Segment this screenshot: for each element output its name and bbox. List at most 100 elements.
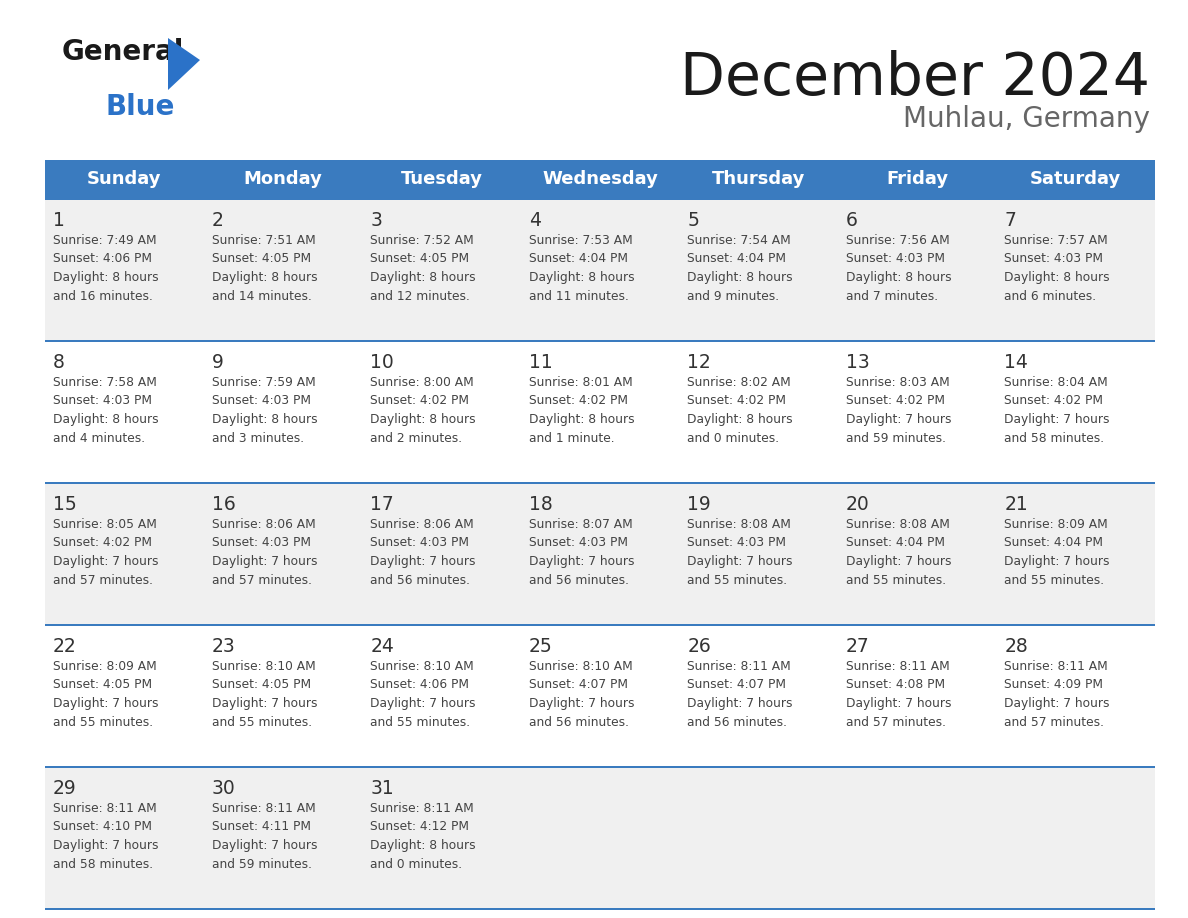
Text: and 0 minutes.: and 0 minutes. xyxy=(688,432,779,445)
Text: and 55 minutes.: and 55 minutes. xyxy=(211,717,311,730)
Text: Daylight: 8 hours: Daylight: 8 hours xyxy=(529,272,634,285)
Text: Sunrise: 7:58 AM: Sunrise: 7:58 AM xyxy=(53,375,157,388)
Text: and 55 minutes.: and 55 minutes. xyxy=(371,717,470,730)
Text: Daylight: 7 hours: Daylight: 7 hours xyxy=(53,555,158,568)
Text: Sunrise: 8:03 AM: Sunrise: 8:03 AM xyxy=(846,375,949,388)
Text: 11: 11 xyxy=(529,353,552,372)
Text: Sunrise: 8:09 AM: Sunrise: 8:09 AM xyxy=(53,659,157,673)
Text: Daylight: 7 hours: Daylight: 7 hours xyxy=(53,839,158,853)
Text: Sunset: 4:05 PM: Sunset: 4:05 PM xyxy=(53,678,152,691)
Text: Sunset: 4:02 PM: Sunset: 4:02 PM xyxy=(688,395,786,408)
Text: 8: 8 xyxy=(53,353,65,372)
Text: Daylight: 7 hours: Daylight: 7 hours xyxy=(211,555,317,568)
Text: Sunrise: 7:59 AM: Sunrise: 7:59 AM xyxy=(211,375,315,388)
Text: 22: 22 xyxy=(53,636,77,655)
Text: Sunset: 4:03 PM: Sunset: 4:03 PM xyxy=(371,536,469,550)
Text: Daylight: 7 hours: Daylight: 7 hours xyxy=(1004,698,1110,711)
Text: 25: 25 xyxy=(529,636,552,655)
Text: Daylight: 7 hours: Daylight: 7 hours xyxy=(371,555,475,568)
Text: Sunset: 4:09 PM: Sunset: 4:09 PM xyxy=(1004,678,1104,691)
Text: Sunrise: 8:10 AM: Sunrise: 8:10 AM xyxy=(211,659,315,673)
Text: Sunset: 4:04 PM: Sunset: 4:04 PM xyxy=(846,536,944,550)
Text: and 57 minutes.: and 57 minutes. xyxy=(1004,717,1105,730)
Text: Sunrise: 8:11 AM: Sunrise: 8:11 AM xyxy=(688,659,791,673)
Text: Sunset: 4:03 PM: Sunset: 4:03 PM xyxy=(53,395,152,408)
Text: Sunrise: 8:06 AM: Sunrise: 8:06 AM xyxy=(371,518,474,531)
Bar xyxy=(45,624,1155,626)
Text: 2: 2 xyxy=(211,210,223,230)
Text: 15: 15 xyxy=(53,495,77,513)
Text: 20: 20 xyxy=(846,495,870,513)
Text: and 1 minute.: and 1 minute. xyxy=(529,432,614,445)
Text: and 6 minutes.: and 6 minutes. xyxy=(1004,290,1097,304)
Text: 1: 1 xyxy=(53,210,65,230)
Text: and 57 minutes.: and 57 minutes. xyxy=(211,575,311,588)
Text: 13: 13 xyxy=(846,353,870,372)
Text: 5: 5 xyxy=(688,210,700,230)
Text: 3: 3 xyxy=(371,210,383,230)
Text: Sunset: 4:06 PM: Sunset: 4:06 PM xyxy=(371,678,469,691)
Bar xyxy=(45,160,1155,198)
Text: 28: 28 xyxy=(1004,636,1028,655)
Text: Sunset: 4:02 PM: Sunset: 4:02 PM xyxy=(846,395,944,408)
Text: Daylight: 8 hours: Daylight: 8 hours xyxy=(211,272,317,285)
Text: Sunset: 4:03 PM: Sunset: 4:03 PM xyxy=(211,395,310,408)
Text: and 57 minutes.: and 57 minutes. xyxy=(846,717,946,730)
Text: Daylight: 8 hours: Daylight: 8 hours xyxy=(371,272,475,285)
Text: and 3 minutes.: and 3 minutes. xyxy=(211,432,304,445)
Polygon shape xyxy=(168,38,200,90)
Text: Sunrise: 8:11 AM: Sunrise: 8:11 AM xyxy=(1004,659,1108,673)
Text: Sunrise: 7:56 AM: Sunrise: 7:56 AM xyxy=(846,233,949,247)
Text: Daylight: 7 hours: Daylight: 7 hours xyxy=(1004,555,1110,568)
Text: Sunset: 4:07 PM: Sunset: 4:07 PM xyxy=(688,678,786,691)
Text: Sunrise: 7:54 AM: Sunrise: 7:54 AM xyxy=(688,233,791,247)
Text: and 55 minutes.: and 55 minutes. xyxy=(53,717,153,730)
Text: Sunset: 4:02 PM: Sunset: 4:02 PM xyxy=(1004,395,1104,408)
Text: Sunset: 4:03 PM: Sunset: 4:03 PM xyxy=(688,536,786,550)
Text: and 16 minutes.: and 16 minutes. xyxy=(53,290,153,304)
Text: Monday: Monday xyxy=(244,170,322,188)
Text: Daylight: 8 hours: Daylight: 8 hours xyxy=(846,272,952,285)
Text: Sunset: 4:07 PM: Sunset: 4:07 PM xyxy=(529,678,627,691)
Text: Sunrise: 8:08 AM: Sunrise: 8:08 AM xyxy=(688,518,791,531)
Text: Sunrise: 7:52 AM: Sunrise: 7:52 AM xyxy=(371,233,474,247)
Text: Tuesday: Tuesday xyxy=(400,170,482,188)
Text: 21: 21 xyxy=(1004,495,1028,513)
Text: Sunset: 4:12 PM: Sunset: 4:12 PM xyxy=(371,821,469,834)
Text: 10: 10 xyxy=(371,353,394,372)
Text: Sunrise: 8:00 AM: Sunrise: 8:00 AM xyxy=(371,375,474,388)
Text: Sunset: 4:05 PM: Sunset: 4:05 PM xyxy=(211,252,311,265)
Text: and 9 minutes.: and 9 minutes. xyxy=(688,290,779,304)
Text: 29: 29 xyxy=(53,778,77,798)
Text: 27: 27 xyxy=(846,636,870,655)
Bar xyxy=(45,340,1155,482)
Text: Blue: Blue xyxy=(105,93,175,121)
Text: Sunset: 4:04 PM: Sunset: 4:04 PM xyxy=(1004,536,1104,550)
Text: and 57 minutes.: and 57 minutes. xyxy=(53,575,153,588)
Text: 14: 14 xyxy=(1004,353,1029,372)
Text: Sunset: 4:08 PM: Sunset: 4:08 PM xyxy=(846,678,944,691)
Text: Daylight: 8 hours: Daylight: 8 hours xyxy=(211,413,317,427)
Text: 9: 9 xyxy=(211,353,223,372)
Text: Daylight: 7 hours: Daylight: 7 hours xyxy=(688,698,792,711)
Text: and 12 minutes.: and 12 minutes. xyxy=(371,290,470,304)
Text: Thursday: Thursday xyxy=(712,170,805,188)
Bar xyxy=(45,482,1155,624)
Text: Sunrise: 8:11 AM: Sunrise: 8:11 AM xyxy=(371,801,474,814)
Text: Daylight: 8 hours: Daylight: 8 hours xyxy=(371,839,475,853)
Text: Sunrise: 8:01 AM: Sunrise: 8:01 AM xyxy=(529,375,632,388)
Text: 26: 26 xyxy=(688,636,712,655)
Text: Muhlau, Germany: Muhlau, Germany xyxy=(903,105,1150,133)
Text: Sunrise: 8:11 AM: Sunrise: 8:11 AM xyxy=(53,801,157,814)
Text: Sunday: Sunday xyxy=(87,170,162,188)
Text: General: General xyxy=(62,38,184,66)
Text: Daylight: 8 hours: Daylight: 8 hours xyxy=(688,272,792,285)
Text: and 14 minutes.: and 14 minutes. xyxy=(211,290,311,304)
Text: Sunrise: 8:06 AM: Sunrise: 8:06 AM xyxy=(211,518,315,531)
Text: 30: 30 xyxy=(211,778,235,798)
Text: Daylight: 8 hours: Daylight: 8 hours xyxy=(53,272,159,285)
Text: and 58 minutes.: and 58 minutes. xyxy=(1004,432,1105,445)
Text: Sunset: 4:05 PM: Sunset: 4:05 PM xyxy=(371,252,469,265)
Text: and 55 minutes.: and 55 minutes. xyxy=(1004,575,1105,588)
Text: Daylight: 7 hours: Daylight: 7 hours xyxy=(529,555,634,568)
